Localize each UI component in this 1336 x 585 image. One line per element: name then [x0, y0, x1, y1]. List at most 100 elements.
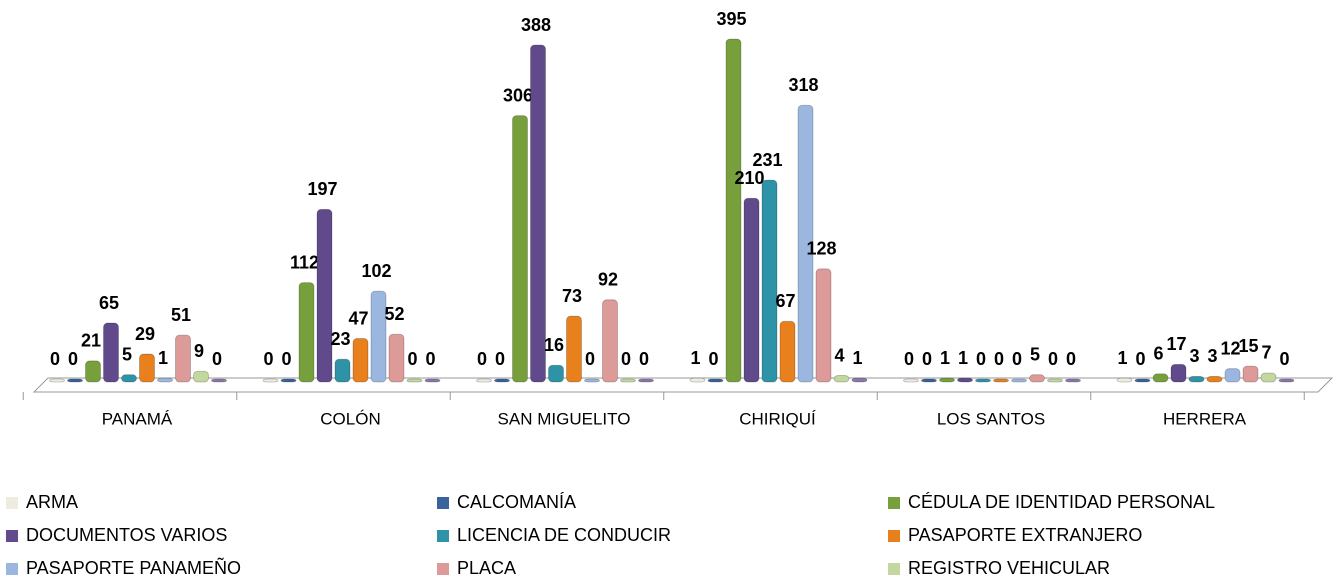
bar — [1029, 374, 1045, 383]
value-label: 65 — [99, 293, 119, 313]
bar — [370, 290, 387, 383]
value-label: 1 — [1117, 348, 1127, 368]
value-label: 15 — [1238, 336, 1258, 356]
bar — [903, 378, 919, 383]
bar — [957, 377, 973, 383]
bar — [1065, 378, 1081, 383]
bar — [815, 268, 832, 383]
bar — [193, 370, 209, 383]
bar — [638, 378, 654, 383]
value-label: 128 — [806, 239, 836, 259]
value-label: 47 — [348, 308, 368, 328]
value-label: 0 — [1066, 349, 1076, 369]
value-label: 0 — [407, 349, 417, 369]
bar — [530, 44, 546, 383]
legend-swatch — [888, 530, 900, 542]
value-label: 0 — [212, 349, 222, 369]
bar — [566, 315, 582, 383]
value-label: 67 — [775, 291, 795, 311]
bar — [406, 378, 423, 383]
value-label: 1 — [690, 348, 700, 368]
x-tick-label: CHIRIQUÍ — [739, 409, 816, 428]
bar — [620, 378, 636, 383]
legend-swatch — [437, 497, 449, 509]
value-label: 0 — [708, 349, 718, 369]
value-label: 0 — [904, 349, 914, 369]
value-label: 92 — [598, 270, 618, 290]
value-label: 29 — [135, 324, 155, 344]
value-label: 1 — [958, 348, 968, 368]
value-label: 0 — [50, 349, 60, 369]
bar — [67, 378, 83, 383]
bar — [352, 338, 369, 383]
value-label: 73 — [562, 286, 582, 306]
bar — [49, 378, 65, 383]
bar — [316, 209, 333, 383]
bar — [1134, 378, 1151, 383]
x-tick-label: LOS SANTOS — [937, 409, 1045, 428]
value-label: 0 — [585, 349, 595, 369]
value-label: 210 — [734, 168, 764, 188]
value-label: 0 — [495, 349, 505, 369]
legend-label: PLACA — [457, 558, 516, 578]
value-label: 51 — [171, 305, 191, 325]
value-label: 1 — [158, 348, 168, 368]
bar — [548, 364, 564, 383]
bar — [779, 320, 796, 383]
value-label: 23 — [330, 329, 350, 349]
value-label: 0 — [1012, 349, 1022, 369]
legend-label: DOCUMENTOS VARIOS — [26, 525, 227, 545]
value-label: 318 — [788, 75, 818, 95]
legend-label: REGISTRO VEHICULAR — [908, 558, 1110, 578]
value-label: 0 — [994, 349, 1004, 369]
value-label: 0 — [639, 349, 649, 369]
value-label: 0 — [281, 349, 291, 369]
bar — [139, 353, 155, 383]
bar — [743, 197, 760, 383]
value-label: 0 — [621, 349, 631, 369]
bar — [1260, 372, 1277, 383]
bar — [388, 333, 405, 383]
value-label: 0 — [976, 349, 986, 369]
bar — [1047, 378, 1063, 383]
value-label: 0 — [922, 349, 932, 369]
bar — [725, 38, 742, 383]
bar — [334, 358, 351, 383]
bar — [1152, 373, 1169, 383]
value-label: 3 — [1189, 346, 1199, 366]
value-label: 0 — [477, 349, 487, 369]
legend-swatch — [437, 530, 449, 542]
value-label: 0 — [425, 349, 435, 369]
value-label: 0 — [1048, 349, 1058, 369]
value-label: 7 — [1261, 343, 1271, 363]
legend-label: CALCOMANÍA — [457, 492, 576, 512]
value-label: 16 — [544, 335, 564, 355]
value-label: 197 — [307, 179, 337, 199]
value-label: 388 — [521, 15, 551, 35]
legend-label: LICENCIA DE CONDUCIR — [457, 525, 671, 545]
value-label: 5 — [122, 344, 132, 364]
legend-swatch — [6, 497, 18, 509]
bar — [761, 179, 778, 383]
bar — [851, 377, 868, 383]
legend-swatch — [437, 563, 449, 575]
value-label: 0 — [1135, 349, 1145, 369]
bar — [103, 322, 119, 383]
value-label: 4 — [834, 345, 844, 365]
value-label: 306 — [503, 85, 533, 105]
bar — [1188, 376, 1205, 383]
legend-label: ARMA — [26, 492, 78, 512]
legend-swatch — [6, 563, 18, 575]
bar — [298, 282, 315, 383]
x-tick-label: PANAMÁ — [102, 409, 173, 428]
bar — [584, 378, 600, 383]
bar — [512, 115, 528, 383]
value-label: 3 — [1207, 346, 1217, 366]
bar — [921, 378, 937, 383]
value-label: 12 — [1220, 338, 1240, 358]
bar — [975, 378, 991, 383]
bar — [1011, 378, 1027, 383]
bar — [1224, 368, 1241, 383]
legend-label: CÉDULA DE IDENTIDAD PERSONAL — [908, 492, 1215, 512]
